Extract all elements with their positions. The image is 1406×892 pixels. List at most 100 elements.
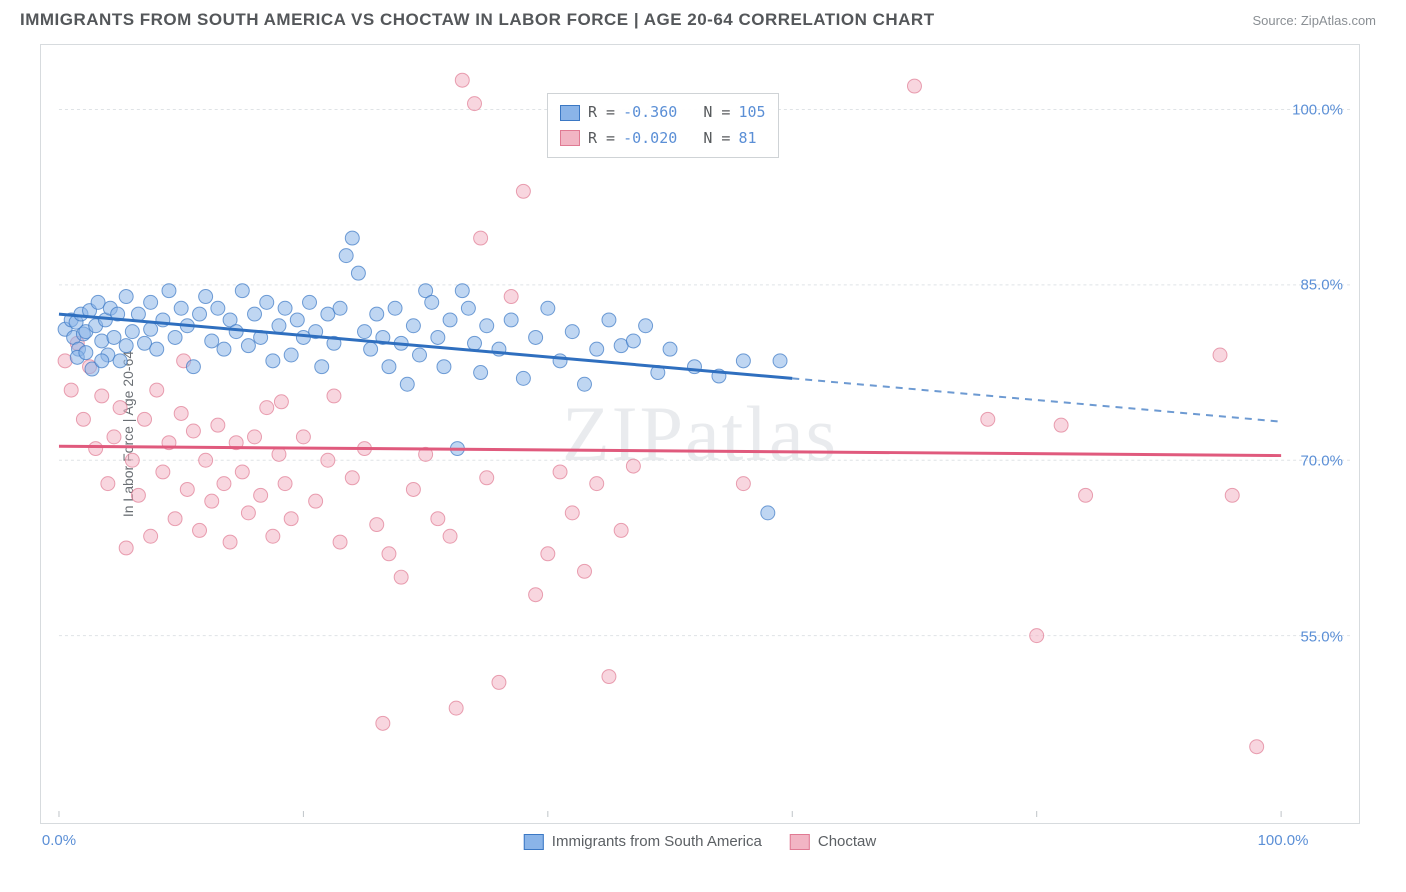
data-point xyxy=(205,334,219,348)
trend-line xyxy=(59,446,1281,455)
data-point xyxy=(376,716,390,730)
data-point xyxy=(461,301,475,315)
data-point xyxy=(241,339,255,353)
data-point xyxy=(388,301,402,315)
data-point xyxy=(333,535,347,549)
data-point xyxy=(309,494,323,508)
trend-line xyxy=(59,314,792,378)
data-point xyxy=(223,535,237,549)
data-point xyxy=(529,330,543,344)
data-point xyxy=(773,354,787,368)
data-point xyxy=(626,334,640,348)
data-point xyxy=(358,325,372,339)
data-point xyxy=(119,339,133,353)
data-point xyxy=(64,383,78,397)
data-point xyxy=(186,424,200,438)
r-value-pink: -0.020 xyxy=(623,126,677,152)
data-point xyxy=(260,401,274,415)
data-point xyxy=(278,477,292,491)
data-point xyxy=(125,325,139,339)
data-point xyxy=(504,313,518,327)
data-point xyxy=(333,301,347,315)
data-point xyxy=(174,406,188,420)
legend-label: Choctaw xyxy=(818,833,876,850)
data-point xyxy=(474,231,488,245)
data-point xyxy=(274,395,288,409)
data-point xyxy=(235,284,249,298)
data-point xyxy=(480,471,494,485)
y-tick-label: 70.0% xyxy=(1300,453,1343,470)
data-point xyxy=(241,506,255,520)
data-point xyxy=(113,401,127,415)
data-point xyxy=(370,518,384,532)
data-point xyxy=(492,675,506,689)
data-point xyxy=(113,354,127,368)
trend-line-dash xyxy=(792,378,1281,421)
data-point xyxy=(150,383,164,397)
data-point xyxy=(590,477,604,491)
data-point xyxy=(437,360,451,374)
data-point xyxy=(193,307,207,321)
data-point xyxy=(156,465,170,479)
y-tick-label: 85.0% xyxy=(1300,277,1343,294)
data-point xyxy=(614,523,628,537)
data-point xyxy=(260,295,274,309)
n-value-blue: 105 xyxy=(738,100,765,126)
data-point xyxy=(284,348,298,362)
x-tick-label: 0.0% xyxy=(42,832,76,849)
data-point xyxy=(541,301,555,315)
data-point xyxy=(578,564,592,578)
data-point xyxy=(89,442,103,456)
data-point xyxy=(413,348,427,362)
data-point xyxy=(578,377,592,391)
data-point xyxy=(296,430,310,444)
data-point xyxy=(107,330,121,344)
data-point xyxy=(1030,629,1044,643)
x-tick-label: 100.0% xyxy=(1258,832,1309,849)
data-point xyxy=(394,570,408,584)
legend: Immigrants from South America Choctaw xyxy=(524,833,876,850)
data-point xyxy=(480,319,494,333)
data-point xyxy=(168,330,182,344)
data-point xyxy=(303,295,317,309)
data-point xyxy=(504,290,518,304)
data-point xyxy=(101,477,115,491)
data-point xyxy=(278,301,292,315)
data-point xyxy=(370,307,384,321)
data-point xyxy=(138,412,152,426)
data-point xyxy=(144,322,158,336)
data-point xyxy=(1213,348,1227,362)
data-point xyxy=(144,295,158,309)
data-point xyxy=(284,512,298,526)
data-point xyxy=(400,377,414,391)
data-point xyxy=(602,670,616,684)
r-value-blue: -0.360 xyxy=(623,100,677,126)
n-value-pink: 81 xyxy=(738,126,756,152)
data-point xyxy=(1054,418,1068,432)
data-point xyxy=(431,330,445,344)
data-point xyxy=(150,342,164,356)
data-point xyxy=(254,488,268,502)
data-point xyxy=(217,477,231,491)
data-point xyxy=(339,249,353,263)
data-point xyxy=(406,319,420,333)
data-point xyxy=(761,506,775,520)
data-point xyxy=(468,336,482,350)
data-point xyxy=(119,541,133,555)
data-point xyxy=(107,430,121,444)
data-point xyxy=(199,290,213,304)
data-point xyxy=(382,547,396,561)
data-point xyxy=(119,290,133,304)
y-tick-label: 55.0% xyxy=(1300,629,1343,646)
data-point xyxy=(981,412,995,426)
data-point xyxy=(248,430,262,444)
data-point xyxy=(382,360,396,374)
data-point xyxy=(79,346,93,360)
data-point xyxy=(736,477,750,491)
data-point xyxy=(443,529,457,543)
corr-row-blue: R = -0.360 N = 105 xyxy=(560,100,766,126)
legend-label: Immigrants from South America xyxy=(552,833,762,850)
data-point xyxy=(76,412,90,426)
data-point xyxy=(168,512,182,526)
legend-item: Immigrants from South America xyxy=(524,833,762,850)
